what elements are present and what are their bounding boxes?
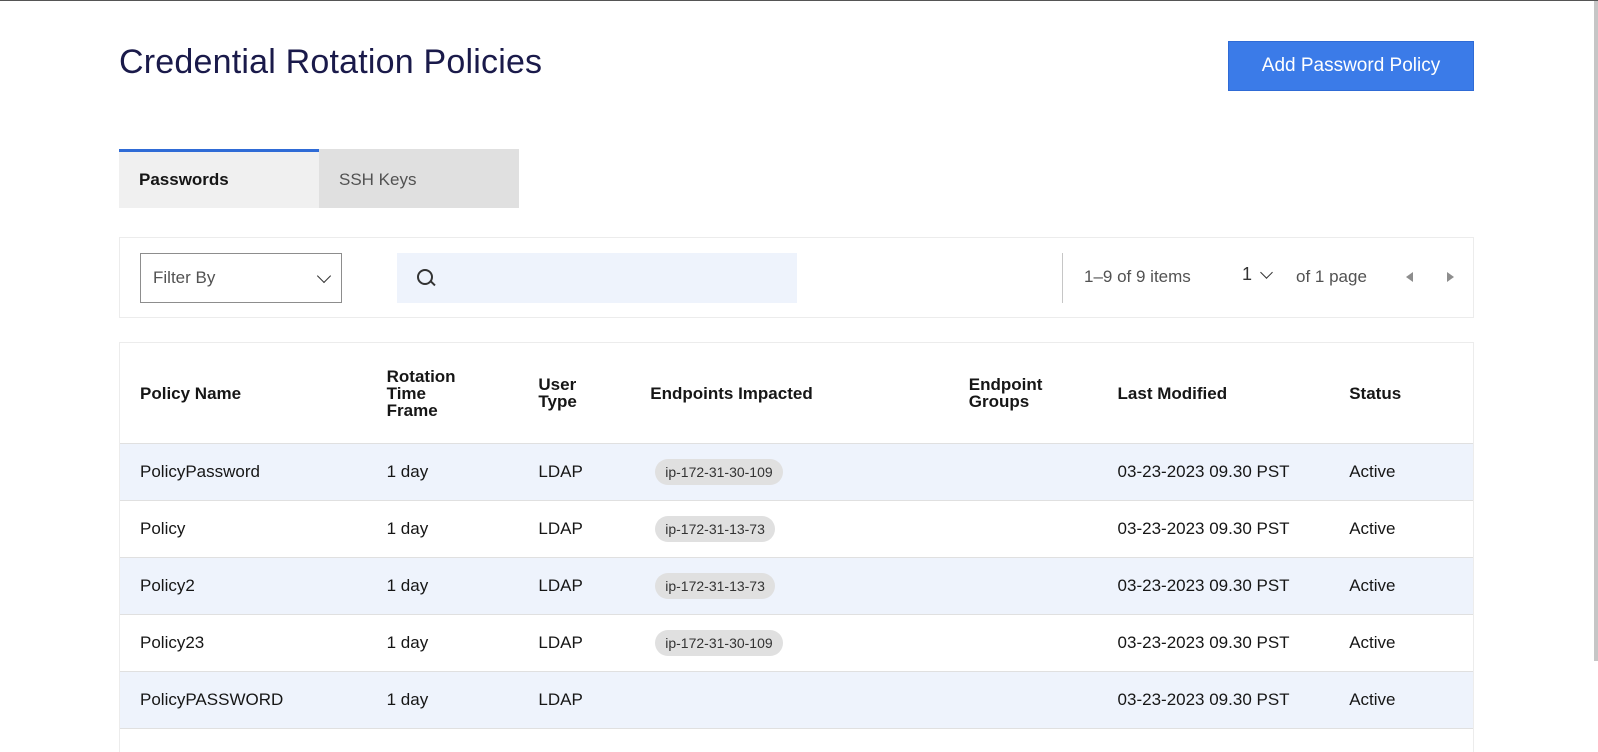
table-row[interactable]: Policy23 1 day LDAP ip-172-31-30-109 03-… [120, 615, 1473, 672]
cell-rotation: 1 day [386, 576, 429, 595]
table-toolbar: Filter By 1–9 of 9 items 1 of 1 page [119, 237, 1474, 318]
chevron-down-icon [316, 268, 332, 283]
column-header-policy-name[interactable]: Policy Name [140, 383, 242, 403]
tab-ssh-keys[interactable]: SSH Keys [319, 149, 519, 208]
column-header-user-type[interactable]: User Type [518, 376, 630, 410]
cell-user-type: LDAP [538, 462, 583, 481]
cell-policy-name: Policy2 [140, 576, 195, 595]
endpoint-tag: ip-172-31-13-73 [655, 573, 775, 599]
cell-rotation: 1 day [386, 462, 429, 481]
endpoint-tag: ip-172-31-30-109 [655, 459, 783, 485]
page-scrollbar[interactable] [1594, 1, 1598, 661]
cell-last-modified: 03-23-2023 09.30 PST [1117, 462, 1290, 481]
caret-right-icon[interactable] [1447, 272, 1454, 282]
column-header-groups[interactable]: Endpoint Groups [949, 376, 1098, 410]
cell-user-type: LDAP [538, 690, 583, 709]
search-box[interactable] [397, 253, 797, 303]
cell-user-type: LDAP [538, 633, 583, 652]
column-header-rotation[interactable]: Rotation Time Frame [367, 368, 519, 419]
cell-rotation: 1 day [386, 519, 429, 538]
add-password-policy-button[interactable]: Add Password Policy [1228, 41, 1474, 91]
cell-endpoints: ip-172-31-13-73 [630, 516, 949, 542]
page-title: Credential Rotation Policies [119, 43, 543, 81]
cell-status: Active [1349, 576, 1396, 595]
column-header-last-modified[interactable]: Last Modified [1117, 383, 1228, 403]
endpoint-tag: ip-172-31-30-109 [655, 630, 783, 656]
cell-endpoints: ip-172-31-30-109 [630, 630, 949, 656]
user-type-header-label: User Type [538, 375, 577, 411]
column-header-status[interactable]: Status [1349, 383, 1402, 403]
search-input[interactable] [447, 268, 797, 288]
cell-last-modified: 03-23-2023 09.30 PST [1117, 690, 1290, 709]
table-row[interactable]: PolicyPASSWORD 1 day LDAP 03-23-2023 09.… [120, 672, 1473, 729]
table-row[interactable]: PolicyPassword 1 day LDAP ip-172-31-30-1… [120, 444, 1473, 501]
filter-label: Filter By [153, 268, 216, 287]
endpoint-tag: ip-172-31-13-73 [655, 516, 775, 542]
cell-policy-name: Policy23 [140, 633, 205, 652]
tab-list: Passwords SSH Keys [119, 149, 519, 208]
items-range: 1–9 of 9 items [1084, 267, 1191, 286]
cell-endpoints: ip-172-31-13-73 [630, 573, 949, 599]
cell-last-modified: 03-23-2023 09.30 PST [1117, 633, 1290, 652]
policy-table: Policy Name Rotation Time Frame User Typ… [119, 342, 1474, 752]
cell-policy-name: PolicyPASSWORD [140, 690, 284, 709]
groups-header-label: Endpoint Groups [968, 375, 1043, 411]
table-row[interactable]: Policy2 1 day LDAP ip-172-31-13-73 03-23… [120, 558, 1473, 615]
table-header: Policy Name Rotation Time Frame User Typ… [120, 343, 1473, 444]
cell-policy-name: PolicyPassword [140, 462, 260, 481]
cell-rotation: 1 day [386, 633, 429, 652]
table-row[interactable]: Policy 1 day LDAP ip-172-31-13-73 03-23-… [120, 501, 1473, 558]
caret-left-icon[interactable] [1406, 272, 1413, 282]
chevron-down-icon [1260, 265, 1273, 279]
cell-last-modified: 03-23-2023 09.30 PST [1117, 576, 1290, 595]
cell-status: Active [1349, 519, 1396, 538]
total-pages: of 1 page [1296, 267, 1367, 286]
cell-last-modified: 03-23-2023 09.30 PST [1117, 519, 1290, 538]
cell-rotation: 1 day [386, 690, 429, 709]
rotation-header-label: Rotation Time Frame [386, 366, 456, 420]
filter-dropdown[interactable]: Filter By [140, 253, 342, 303]
page-select[interactable]: 1 [1242, 264, 1273, 285]
cell-endpoints: ip-172-31-30-109 [630, 459, 949, 485]
cell-status: Active [1349, 633, 1396, 652]
cell-status: Active [1349, 462, 1396, 481]
cell-user-type: LDAP [538, 519, 583, 538]
cell-user-type: LDAP [538, 576, 583, 595]
search-icon [417, 269, 436, 287]
cell-policy-name: Policy [140, 519, 186, 538]
cell-status: Active [1349, 690, 1396, 709]
tab-passwords[interactable]: Passwords [119, 149, 319, 208]
column-header-endpoints[interactable]: Endpoints Impacted [650, 383, 813, 403]
page-select-value: 1 [1242, 264, 1253, 284]
pager-divider [1062, 253, 1063, 303]
